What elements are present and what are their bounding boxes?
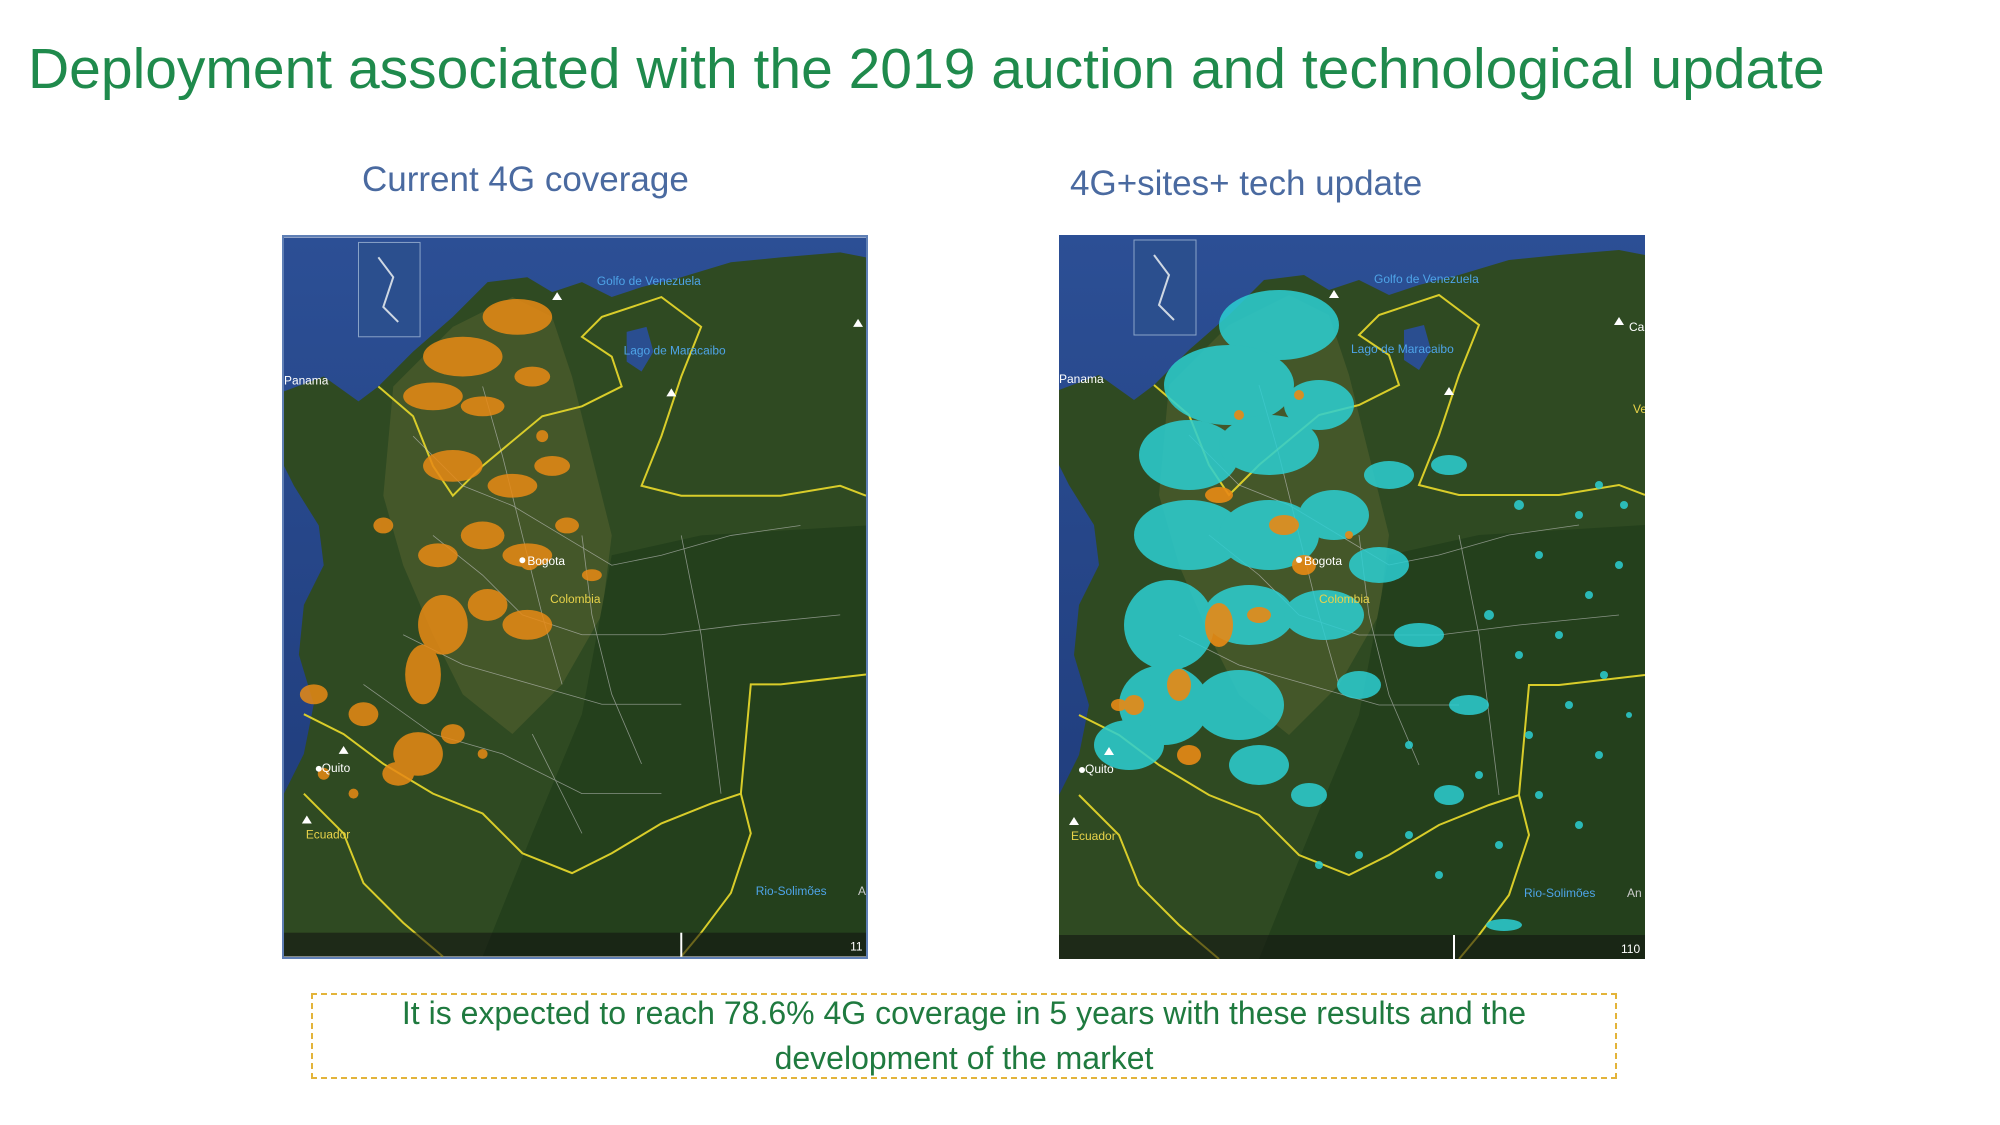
coverage-overlay-4g: [299, 299, 602, 799]
city-markers: [1069, 290, 1624, 825]
label-panama: Panama: [284, 373, 329, 387]
mountain-icon: [552, 292, 563, 301]
map-4g-sites-tech-update: Golfo de Venezuela Lago de Maracaibo Pan…: [1059, 235, 1645, 959]
lake-maracaibo: [626, 326, 654, 372]
marker-bogota: [1296, 557, 1302, 563]
caption-4g-sites-update: 4G+sites+ tech update: [1070, 164, 1423, 203]
slide-title: Deployment associated with the 2019 auct…: [28, 37, 1825, 101]
label-panama: Panama: [1059, 372, 1104, 386]
border-east: [1518, 674, 1645, 796]
lake-maracaibo: [1404, 325, 1431, 370]
mountain-icon: [1069, 817, 1079, 825]
scale-bar: [1059, 935, 1645, 959]
label-gulf: Golfo de Venezuela: [1374, 272, 1479, 286]
marker-quito: [315, 765, 322, 772]
label-river-cut: A: [858, 884, 866, 898]
city-markers: [301, 292, 864, 824]
mountain-icon: [666, 388, 677, 397]
mountain-icon: [1104, 747, 1114, 755]
label-quito: Quito: [1085, 762, 1114, 776]
label-river: Rio-Solimões: [756, 884, 827, 898]
label-edge-north: Ca: [1629, 320, 1645, 334]
amazon-forest: [1259, 525, 1645, 959]
label-river-cut: An: [1627, 886, 1642, 900]
map-left-svg: Golfo de Venezuela Lago de Maracaibo Pan…: [284, 237, 866, 957]
caption-current-4g: Current 4G coverage: [362, 160, 689, 199]
label-ecuador: Ecuador: [1071, 829, 1116, 843]
mountain-icon: [1444, 387, 1454, 395]
coverage-expectation-note: It is expected to reach 78.6% 4G coverag…: [311, 993, 1617, 1079]
marker-quito: [1079, 767, 1085, 773]
label-bogota: Bogota: [527, 554, 565, 568]
scale-bar: [284, 932, 866, 957]
scale-label: 11: [850, 940, 863, 954]
amazon-forest: [482, 525, 866, 957]
label-lake: Lago de Maracaibo: [624, 344, 726, 358]
label-colombia: Colombia: [550, 592, 601, 606]
map-current-4g-coverage: Golfo de Venezuela Lago de Maracaibo Pan…: [282, 235, 868, 959]
country-border: [1153, 293, 1645, 497]
label-gulf: Golfo de Venezuela: [597, 274, 701, 288]
mountain-icon: [1329, 290, 1339, 298]
mountain-icon: [1614, 317, 1624, 325]
mountain-icon: [853, 318, 864, 327]
scale-label: 110: [1621, 942, 1640, 956]
map-right-svg: Golfo de Venezuela Lago de Maracaibo Pan…: [1059, 235, 1645, 959]
coverage-overlay-expanded: [1094, 290, 1632, 931]
label-quito: Quito: [322, 761, 351, 775]
mountain-icon: [338, 745, 349, 754]
inset-islands: [377, 256, 399, 323]
southern-border: [1078, 714, 1531, 959]
label-edge-east: Ve: [1633, 402, 1645, 416]
border-east: [739, 673, 866, 794]
label-colombia: Colombia: [1319, 592, 1370, 606]
label-bogota: Bogota: [1304, 554, 1342, 568]
inset-islands: [1153, 254, 1175, 321]
mountain-icon: [301, 815, 312, 824]
label-lake: Lago de Maracaibo: [1351, 342, 1454, 356]
label-river: Rio-Solimões: [1524, 886, 1595, 900]
country-border: [377, 295, 866, 498]
label-ecuador: Ecuador: [306, 827, 350, 841]
marker-bogota: [519, 557, 526, 564]
